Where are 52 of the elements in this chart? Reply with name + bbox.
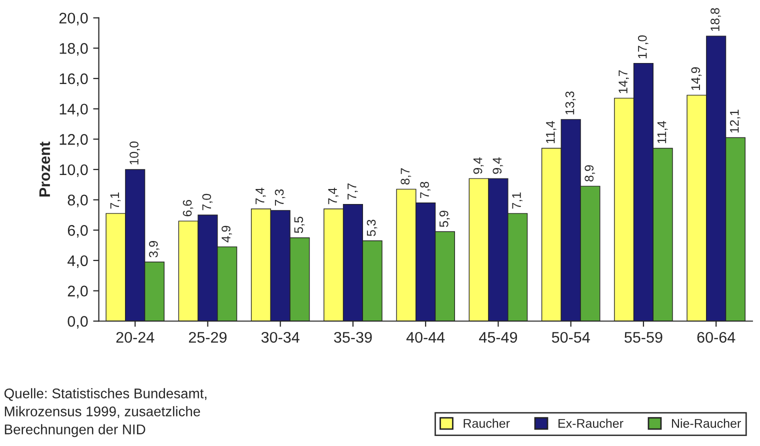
data-label: 7,8 [420, 182, 430, 198]
data-label: 14,7 [618, 70, 629, 94]
y-tick-label: 10,0 [60, 164, 88, 177]
y-axis-title: Prozent [39, 142, 50, 196]
data-label: 5,3 [366, 220, 378, 236]
data-label: 7,4 [256, 188, 266, 204]
x-tick-label: 20-24 [116, 332, 154, 343]
data-label: 11,4 [657, 121, 668, 144]
data-label: 8,9 [584, 165, 596, 182]
x-tick-label: 30-34 [261, 332, 300, 343]
data-label: 12,1 [730, 110, 740, 133]
y-tick-label: 0,0 [68, 316, 88, 329]
legend-label: Nie-Raucher [672, 418, 741, 428]
data-label: 7,4 [328, 188, 338, 204]
x-tick-label: 35-39 [334, 332, 372, 343]
data-label: 3,9 [148, 241, 160, 258]
y-tick-label: 14,0 [60, 104, 88, 116]
data-label: 6,6 [182, 200, 194, 216]
data-label: 9,4 [492, 157, 504, 174]
y-tick-label: 16,0 [60, 73, 88, 86]
y-tick-label: 18,0 [60, 43, 88, 56]
x-tick-label: 25-29 [188, 332, 227, 343]
data-label: 7,0 [202, 194, 213, 210]
y-tick-label: 8,0 [68, 194, 88, 208]
y-tick-label: 20,0 [59, 12, 88, 26]
legend-label: Raucher [464, 418, 510, 428]
data-label: 7,1 [110, 192, 121, 209]
y-tick-label: 12,0 [60, 134, 88, 147]
y-tick-label: 6,0 [68, 225, 88, 238]
data-label: 7,1 [512, 192, 522, 209]
x-tick-label: 40-44 [406, 332, 445, 343]
data-label: 8,7 [400, 168, 412, 184]
x-tick-label: 55-59 [624, 332, 662, 343]
y-tick-label: 4,0 [68, 255, 88, 268]
data-label: 5,5 [294, 216, 305, 234]
data-label: 17,0 [638, 35, 648, 58]
data-label: 7,7 [348, 183, 358, 200]
data-label: 13,3 [565, 91, 576, 114]
x-tick-label: 45-49 [479, 332, 518, 343]
y-tick-label: 2,0 [68, 286, 88, 298]
x-tick-label: 60-64 [697, 332, 736, 343]
x-tick-label: 50-54 [552, 332, 590, 343]
source-note: Quelle: Statistisches Bundesamt, Mikrozensus 1999, zusaetzliche Berechnungen der NID [4, 388, 206, 438]
legend-label: Ex-Raucher [558, 418, 624, 428]
data-label: 4,9 [222, 226, 232, 242]
data-label: 18,8 [710, 8, 721, 31]
data-label: 14,9 [691, 67, 702, 90]
data-label: 9,4 [473, 157, 484, 174]
data-label: 10,0 [130, 141, 140, 164]
data-label: 7,3 [274, 189, 286, 206]
data-label: 5,9 [439, 210, 450, 227]
data-label: 11,4 [546, 121, 556, 144]
